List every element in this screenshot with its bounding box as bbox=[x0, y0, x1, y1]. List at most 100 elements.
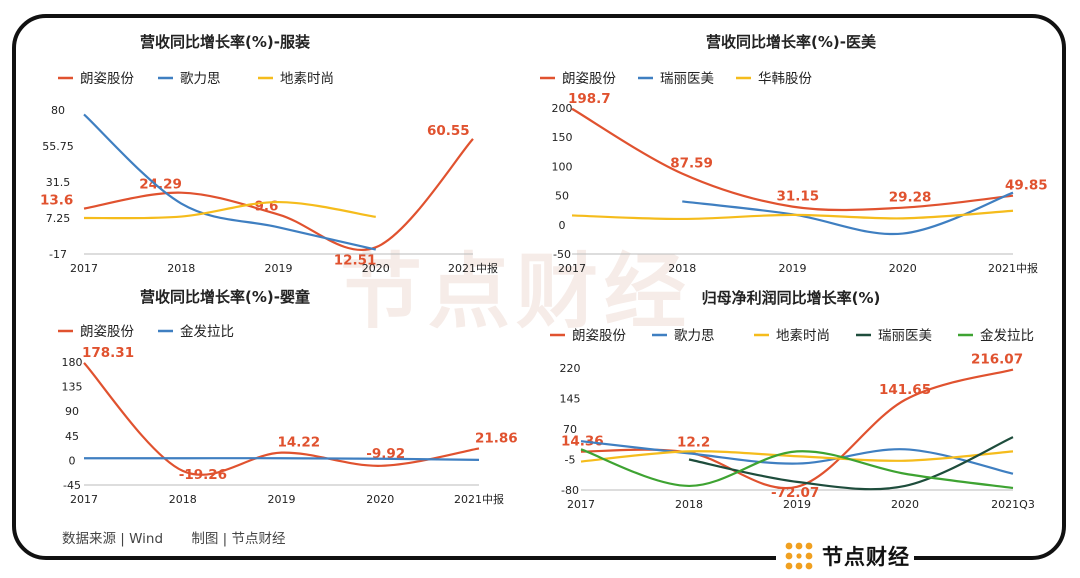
y-tick-label: -45 bbox=[63, 479, 81, 492]
logo-dot bbox=[795, 542, 803, 550]
legend-label: 地素时尚 bbox=[776, 328, 830, 344]
series-line bbox=[580, 448, 1014, 490]
x-tick-label: 2021Q3 bbox=[991, 498, 1035, 511]
x-tick-label: 2020 bbox=[891, 498, 919, 511]
y-tick-label: 135 bbox=[62, 381, 83, 394]
y-tick-label: 80 bbox=[51, 104, 65, 117]
legend-label: 瑞丽医美 bbox=[660, 71, 714, 87]
x-tick-label: 2017 bbox=[567, 498, 595, 511]
legend-label: 金发拉比 bbox=[980, 328, 1034, 344]
series-line bbox=[571, 107, 1014, 212]
data-label: 14.22 bbox=[278, 435, 321, 451]
data-label: 216.07 bbox=[971, 352, 1023, 368]
dots-grid-icon bbox=[785, 542, 813, 570]
series-line bbox=[83, 138, 474, 251]
series-line bbox=[688, 436, 1014, 491]
logo-dot bbox=[785, 552, 793, 560]
x-tick-label: 2017 bbox=[70, 493, 98, 506]
x-tick-label: 2019 bbox=[783, 498, 811, 511]
chart-title: 营收同比增长率(%)-医美 bbox=[706, 33, 877, 51]
data-label: 87.59 bbox=[670, 156, 713, 172]
x-tick-label: 2017 bbox=[70, 262, 98, 275]
y-tick-label: 220 bbox=[560, 362, 581, 375]
data-label: 29.28 bbox=[889, 190, 932, 206]
y-tick-label: -50 bbox=[553, 248, 571, 261]
x-tick-label: 2021中报 bbox=[448, 261, 498, 275]
y-tick-label: 55.75 bbox=[42, 140, 74, 153]
y-tick-label: 0 bbox=[559, 219, 566, 232]
series-line bbox=[84, 457, 480, 461]
legend-label: 朗姿股份 bbox=[80, 71, 134, 87]
series-line bbox=[571, 209, 1014, 221]
y-tick-label: 45 bbox=[65, 430, 79, 443]
data-label: -19.26 bbox=[179, 467, 227, 483]
data-label: 12.2 bbox=[677, 435, 710, 451]
logo-dot bbox=[785, 542, 793, 550]
y-tick-label: -17 bbox=[49, 248, 67, 261]
y-tick-label: 180 bbox=[62, 356, 83, 369]
x-tick-label: 2019 bbox=[265, 262, 293, 275]
series-line bbox=[83, 113, 376, 251]
x-tick-label: 2020 bbox=[889, 262, 917, 275]
y-tick-label: -80 bbox=[561, 484, 579, 497]
chart-title: 营收同比增长率(%)-婴童 bbox=[140, 288, 310, 306]
x-tick-label: 2018 bbox=[668, 262, 696, 275]
logo-dot bbox=[805, 552, 813, 560]
legend-label: 地素时尚 bbox=[280, 71, 334, 87]
data-label: 60.55 bbox=[427, 123, 470, 139]
y-tick-label: 0 bbox=[69, 454, 76, 467]
x-tick-label: 2019 bbox=[268, 493, 296, 506]
y-tick-label: 31.5 bbox=[46, 176, 71, 189]
x-tick-label: 2018 bbox=[167, 262, 195, 275]
data-label: 21.86 bbox=[475, 430, 518, 446]
data-label: 31.15 bbox=[777, 189, 820, 205]
legend-label: 朗姿股份 bbox=[80, 324, 134, 340]
data-label: 198.7 bbox=[568, 91, 611, 107]
x-tick-label: 2020 bbox=[366, 493, 394, 506]
series-line bbox=[580, 450, 1014, 463]
chart-title: 营收同比增长率(%)-服装 bbox=[140, 33, 311, 51]
series-line bbox=[580, 440, 1014, 475]
y-tick-label: 90 bbox=[65, 405, 79, 418]
y-tick-label: 50 bbox=[555, 190, 569, 203]
x-tick-label: 2018 bbox=[675, 498, 703, 511]
x-tick-label: 2021中报 bbox=[454, 492, 504, 506]
logo-dot bbox=[805, 562, 813, 570]
chart-title: 归母净利润同比增长率(%) bbox=[702, 289, 881, 307]
legend-label: 歌力思 bbox=[180, 71, 221, 87]
series-line bbox=[83, 200, 376, 220]
logo-dot bbox=[795, 562, 803, 570]
logo-dot bbox=[785, 562, 793, 570]
x-tick-label: 2019 bbox=[779, 262, 807, 275]
chart-frame bbox=[12, 14, 1066, 560]
brand-name: 节点财经 bbox=[822, 545, 910, 569]
watermark: 节点财经 bbox=[340, 245, 693, 340]
y-tick-label: 200 bbox=[552, 102, 573, 115]
y-tick-label: 70 bbox=[563, 423, 577, 436]
legend-label: 朗姿股份 bbox=[572, 328, 626, 344]
legend-label: 华韩股份 bbox=[758, 71, 812, 87]
x-tick-label: 2017 bbox=[558, 262, 586, 275]
data-label: -72.07 bbox=[771, 485, 819, 501]
footer-source: 数据来源 | Wind 制图 | 节点财经 bbox=[62, 527, 310, 547]
data-label: 12.51 bbox=[334, 252, 377, 268]
legend-label: 歌力思 bbox=[674, 328, 715, 344]
x-tick-label: 2018 bbox=[169, 493, 197, 506]
legend-label: 金发拉比 bbox=[180, 324, 234, 340]
data-label: 13.6 bbox=[40, 193, 73, 209]
y-tick-label: 145 bbox=[560, 393, 581, 406]
logo-dot bbox=[805, 542, 813, 550]
x-tick-label: 2020 bbox=[362, 262, 390, 275]
data-label: 49.85 bbox=[1005, 178, 1048, 194]
series-line bbox=[83, 362, 480, 476]
data-label: 141.65 bbox=[879, 382, 931, 398]
brand-logo: 节点财经 bbox=[776, 538, 914, 574]
legend-label: 朗姿股份 bbox=[562, 71, 616, 87]
y-tick-label: -5 bbox=[565, 454, 576, 467]
logo-dot bbox=[796, 553, 802, 559]
y-tick-label: 100 bbox=[552, 160, 573, 173]
data-label: 178.31 bbox=[82, 345, 134, 361]
